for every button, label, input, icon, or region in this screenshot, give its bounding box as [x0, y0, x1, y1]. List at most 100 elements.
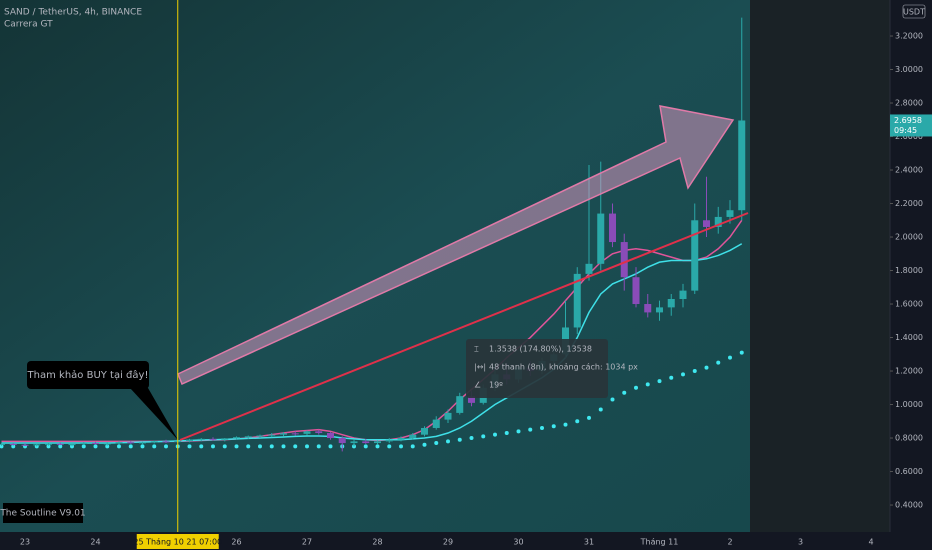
dot: [739, 350, 744, 355]
y-tick-label: 3.2000: [895, 32, 923, 41]
dot: [645, 382, 650, 387]
candle-body: [597, 213, 605, 264]
chart-title: SAND / TetherUS, 4h, BINANCE: [4, 8, 142, 18]
candle-body: [233, 437, 240, 439]
candle-body: [92, 443, 99, 445]
candle-body: [0, 443, 5, 445]
x-tick-label: 4: [868, 538, 873, 547]
chart-subtitle: Carrera GT: [4, 20, 53, 30]
candle-body: [127, 442, 135, 444]
candle-body: [244, 436, 252, 438]
candle-body: [33, 444, 41, 446]
tooltip-icon: ∠: [474, 381, 481, 390]
dot: [434, 441, 439, 446]
candle-body: [68, 444, 76, 446]
tooltip-text: 48 thanh (8n), khoảng cách: 1034 px: [489, 362, 638, 372]
callout-text: Tham khảo BUY tại đây!: [27, 369, 149, 381]
candle-body: [280, 433, 287, 435]
crosshair-label-box: [136, 534, 219, 549]
candle-body: [444, 412, 452, 420]
candle-body: [221, 438, 229, 440]
candle-body: [644, 304, 652, 313]
candle-body: [209, 438, 217, 440]
tooltip-text: 1.3538 (174.80%), 13538: [489, 345, 592, 354]
x-tick-label: 28: [372, 538, 382, 547]
candle-body: [362, 441, 370, 444]
candle-body: [338, 438, 346, 444]
y-tick-label: 2.0000: [895, 233, 923, 242]
currency: USDT: [903, 8, 925, 17]
dot: [587, 415, 591, 420]
dot: [551, 424, 556, 429]
dot: [187, 444, 192, 449]
dot: [657, 379, 662, 384]
candle-body: [656, 307, 663, 313]
dot: [328, 444, 333, 449]
candle-body: [714, 216, 722, 227]
tooltip-icon: ⌶: [474, 345, 479, 354]
dot: [117, 444, 121, 449]
candle-body: [186, 439, 193, 442]
candle-body: [726, 210, 734, 217]
dot: [634, 385, 638, 390]
candle-body: [256, 435, 264, 437]
tooltip-icon: |↔|: [474, 363, 486, 372]
candle-body: [691, 220, 699, 291]
dot: [563, 422, 568, 427]
candle-body: [620, 242, 628, 278]
dot: [46, 444, 51, 449]
dot: [422, 442, 427, 447]
y-tick-label: 2.6000: [895, 132, 923, 141]
dot: [316, 444, 321, 449]
y-tick-label: 2.4000: [895, 166, 923, 175]
dot: [164, 444, 168, 449]
plot-area: [0, 0, 750, 532]
indicator-line: [1, 243, 743, 444]
dot: [716, 360, 721, 365]
dot: [446, 439, 450, 444]
x-tick-label: 30: [513, 538, 523, 547]
dot: [363, 444, 368, 449]
dot: [305, 444, 309, 449]
candle-body: [573, 273, 581, 328]
dot: [258, 444, 262, 449]
trend-line: [179, 212, 749, 441]
candle-body: [703, 220, 710, 227]
dot: [199, 444, 204, 449]
y-tick-label: 0.4000: [895, 501, 923, 510]
x-tick-label: 3: [798, 538, 803, 547]
candle-body: [432, 419, 440, 428]
candle-body: [115, 442, 123, 444]
dot: [281, 444, 286, 449]
currency-box: [902, 4, 926, 19]
candle-body: [150, 441, 158, 443]
y-tick-label: 0.6000: [895, 467, 923, 476]
candle-body: [45, 443, 52, 445]
candle-body: [315, 431, 323, 434]
dot: [222, 444, 227, 449]
dot: [493, 432, 497, 437]
y-tick-label: 1.4000: [895, 333, 923, 342]
y-tick-label: 2.2000: [895, 199, 923, 208]
x-tick-label: Tháng 11: [640, 538, 679, 547]
candle-body: [397, 438, 405, 440]
dot: [504, 431, 509, 436]
dot: [93, 444, 98, 449]
y-tick-label: 3.0000: [895, 65, 923, 74]
candle-body: [468, 396, 475, 403]
dot: [728, 355, 732, 360]
candle-body: [80, 443, 88, 445]
dot: [469, 436, 474, 441]
candle-body: [585, 263, 593, 274]
dot: [11, 444, 16, 449]
dot: [410, 444, 415, 449]
dot: [528, 427, 533, 432]
candle-body: [21, 444, 29, 446]
dot: [246, 444, 251, 449]
candle-body: [738, 120, 746, 211]
y-tick-label: 1.0000: [895, 400, 923, 409]
x-axis-strip: [0, 532, 932, 550]
callout-pointer: [130, 388, 178, 440]
candle-body: [374, 441, 381, 444]
dot: [152, 444, 157, 449]
